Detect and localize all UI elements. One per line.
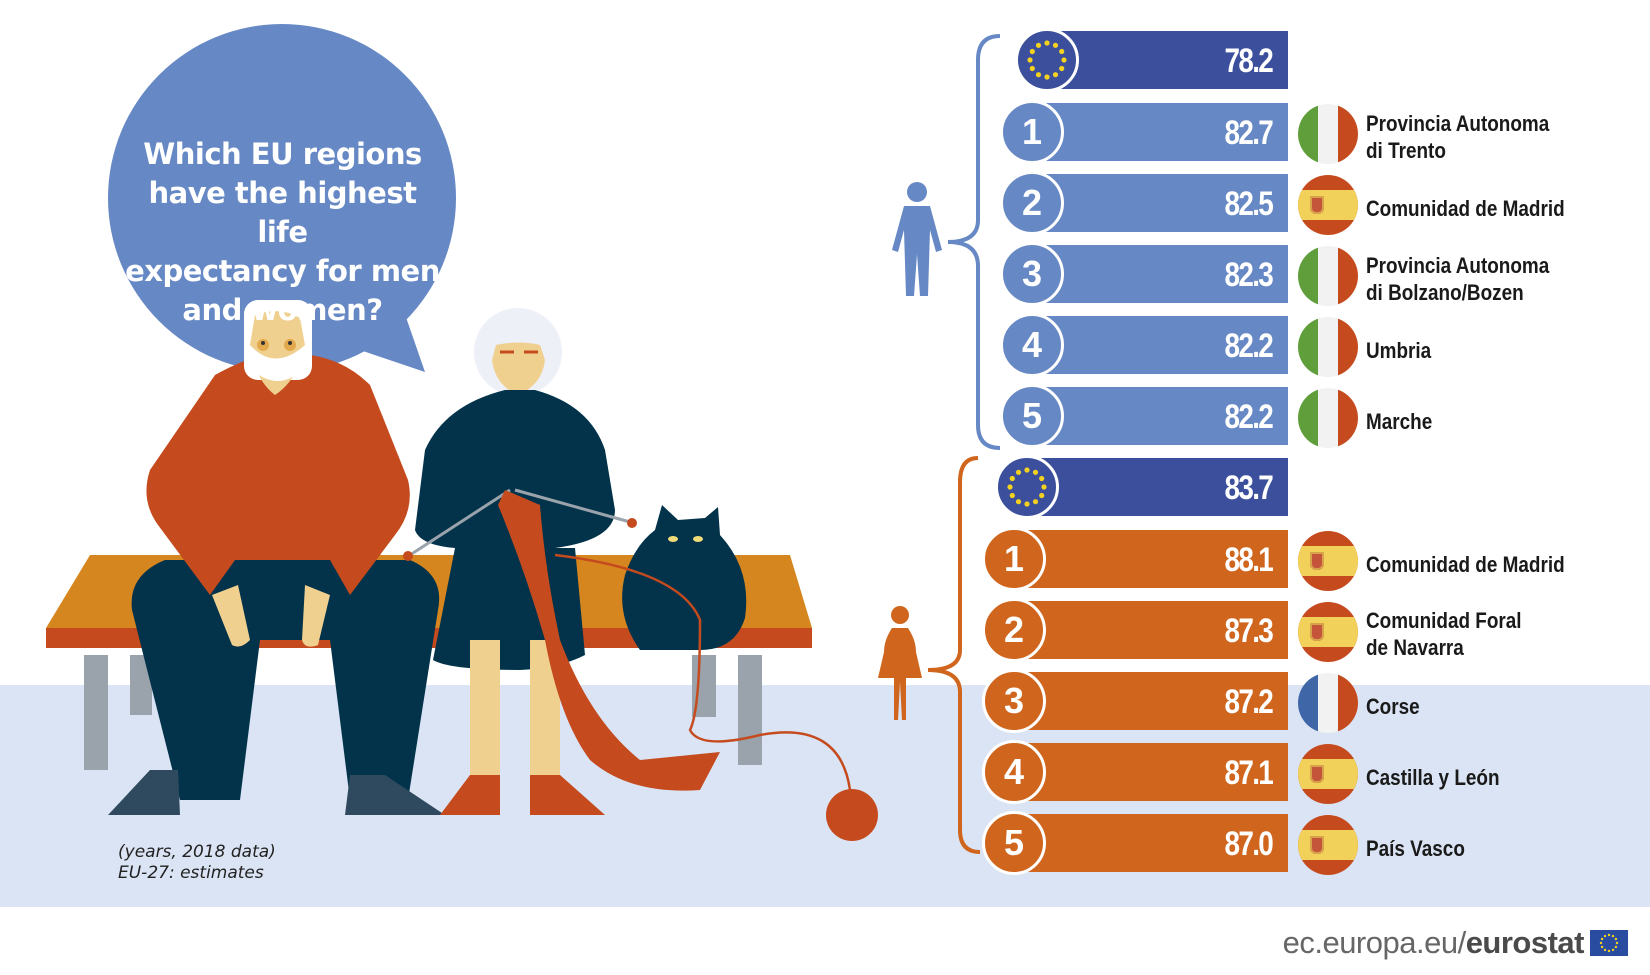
rank-badge: 4 xyxy=(982,740,1046,804)
value-label: 87.3 xyxy=(1224,612,1273,650)
spain-flag-icon xyxy=(1298,602,1358,662)
eu-stars-icon xyxy=(995,455,1059,519)
woman-figure xyxy=(403,308,720,815)
italy-flag-icon xyxy=(1298,317,1358,377)
note-eu-estimates: EU-27: estimates xyxy=(118,863,264,883)
rank-badge: 5 xyxy=(982,811,1046,875)
rank-badge: 2 xyxy=(1000,171,1064,235)
men-rank-1-row: 1 82.7 xyxy=(1000,100,1288,164)
eurostat-footer: ec.europa.eu/eurostat xyxy=(1283,923,1628,963)
group-brackets xyxy=(927,34,1000,854)
men-rank-3-bar xyxy=(1030,245,1288,303)
floor-background xyxy=(0,685,1650,907)
elderly-couple-illustration xyxy=(46,24,878,841)
spain-flag-icon xyxy=(1298,815,1358,875)
region-label: Marche xyxy=(1366,409,1433,434)
women-rank-4-bar xyxy=(1012,743,1288,801)
value-label: 87.2 xyxy=(1224,683,1273,721)
value-label: 82.2 xyxy=(1224,327,1273,365)
women-rank-5-bar xyxy=(1012,814,1288,872)
question-text: Which EU regions have the highest life e… xyxy=(125,137,440,327)
men-rank-4-bar xyxy=(1030,316,1288,374)
value-label: 82.3 xyxy=(1224,256,1273,294)
women-rank-3-row: 3 87.2 xyxy=(982,669,1288,733)
women-eu27-row: 83.7 xyxy=(995,455,1288,519)
women-rank-3-bar xyxy=(1012,672,1288,730)
man-icon xyxy=(892,182,942,296)
women-rank-2-bar xyxy=(1012,601,1288,659)
italy-flag-icon xyxy=(1298,246,1358,306)
women-rank-2-row: 2 87.3 xyxy=(982,598,1288,662)
data-notes: (years, 2018 data) EU-27: estimates xyxy=(118,842,276,884)
cat-figure xyxy=(622,505,747,650)
women-rank-1-bar xyxy=(1012,530,1288,588)
value-label: 87.0 xyxy=(1224,825,1273,863)
speech-bubble xyxy=(108,24,456,372)
men-rank-4-row: 4 82.2 xyxy=(1000,313,1288,377)
region-label: País Vasco xyxy=(1366,836,1465,861)
women-rank-1-row: 1 88.1 xyxy=(982,527,1288,591)
men-rank-5-bar xyxy=(1030,387,1288,445)
men-eu27-row: 78.2 xyxy=(1015,28,1288,92)
men-rank-2-bar xyxy=(1030,174,1288,232)
rank-badge: 1 xyxy=(1000,100,1064,164)
italy-flag-icon xyxy=(1298,388,1358,448)
woman-icon xyxy=(878,606,922,720)
region-label: Umbria xyxy=(1366,338,1432,363)
region-label: Comunidad Foral de Navarra xyxy=(1366,608,1522,660)
women-eu27-bar xyxy=(1017,458,1288,516)
region-label: Provincia Autonoma di Trento xyxy=(1366,111,1550,163)
rank-badge: 3 xyxy=(1000,242,1064,306)
france-flag-icon xyxy=(1298,673,1358,733)
italy-flag-icon xyxy=(1298,104,1358,164)
eu-flag-icon xyxy=(1590,930,1628,956)
men-rank-2-row: 2 82.5 xyxy=(1000,171,1288,235)
region-label: Comunidad de Madrid xyxy=(1366,552,1565,577)
region-label: Castilla y León xyxy=(1366,765,1500,790)
rank-badge: 1 xyxy=(982,527,1046,591)
eurostat-url[interactable]: ec.europa.eu/eurostat xyxy=(1282,925,1585,960)
men-rank-3-row: 3 82.3 xyxy=(1000,242,1288,306)
region-label: Corse xyxy=(1366,694,1420,719)
rank-badge: 2 xyxy=(982,598,1046,662)
man-figure xyxy=(108,300,445,815)
men-rank-1-bar xyxy=(1030,103,1288,161)
value-label: 82.2 xyxy=(1224,398,1273,436)
rank-badge: 4 xyxy=(1000,313,1064,377)
rank-badge: 3 xyxy=(982,669,1046,733)
region-label: Comunidad de Madrid xyxy=(1366,196,1565,221)
women-rank-5-row: 5 87.0 xyxy=(982,811,1288,875)
value-label: 87.1 xyxy=(1224,754,1273,792)
spain-flag-icon xyxy=(1298,744,1358,804)
value-label: 88.1 xyxy=(1224,541,1273,579)
spain-flag-icon xyxy=(1298,175,1358,235)
spain-flag-icon xyxy=(1298,531,1358,591)
value-label: 82.5 xyxy=(1224,185,1273,223)
rank-badge: 5 xyxy=(1000,384,1064,448)
eu-stars-icon xyxy=(1015,28,1079,92)
men-rank-5-row: 5 82.2 xyxy=(1000,384,1288,448)
yarn-ball xyxy=(826,789,878,841)
women-eu27-value: 83.7 xyxy=(1224,469,1273,507)
note-units: (years, 2018 data) xyxy=(118,842,276,862)
women-rank-4-row: 4 87.1 xyxy=(982,740,1288,804)
region-label: Provincia Autonoma di Bolzano/Bozen xyxy=(1366,253,1550,305)
men-eu27-value: 78.2 xyxy=(1224,42,1273,80)
value-label: 82.7 xyxy=(1224,114,1273,152)
